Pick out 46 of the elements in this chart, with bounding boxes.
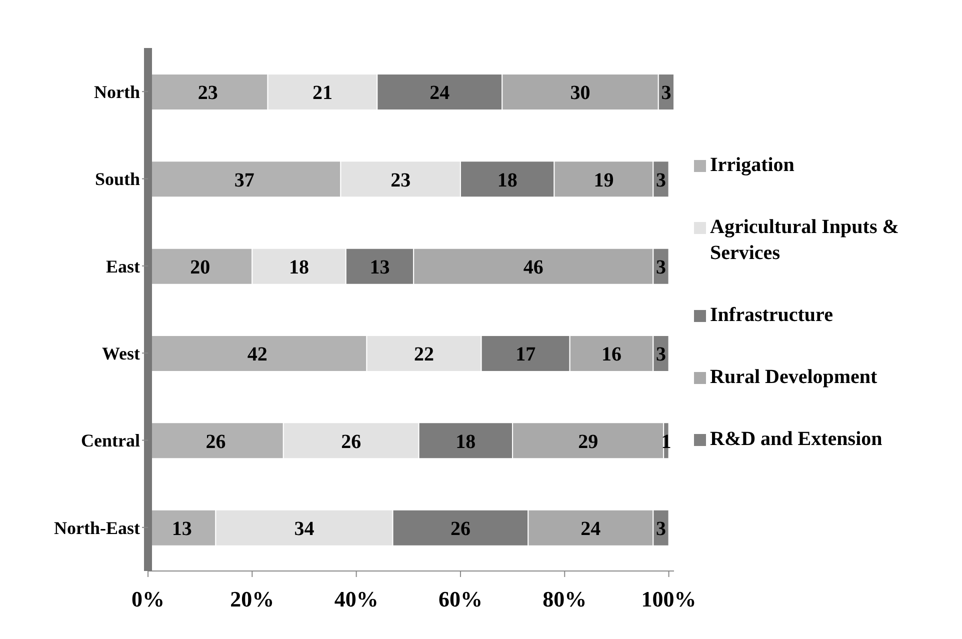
data-label: 23	[390, 169, 411, 192]
legend-label: R&D and Extension	[710, 426, 882, 452]
data-label: 13	[172, 518, 192, 540]
data-label: 37	[234, 169, 254, 192]
x-tick-label: 20%	[230, 586, 274, 612]
data-label: 3	[656, 169, 666, 192]
data-label: 19	[594, 169, 614, 192]
data-label: 26	[450, 518, 470, 540]
legend-label: Irrigation	[710, 152, 794, 178]
legend-label: Rural Development	[710, 364, 878, 390]
legend-label: Infrastructure	[710, 302, 833, 328]
data-label: 21	[312, 82, 332, 104]
data-label: 17	[516, 344, 536, 366]
y-tick-label: North-East	[54, 518, 140, 538]
data-label: 13	[370, 256, 390, 278]
x-tick-label: 100%	[641, 586, 696, 612]
data-label: 29	[578, 430, 598, 453]
data-label: 20	[190, 256, 210, 278]
data-label: 22	[414, 344, 434, 366]
data-label: 3	[656, 344, 666, 366]
data-label: 3	[661, 82, 672, 104]
data-label: 18	[456, 430, 476, 453]
y-tick-label: North	[94, 82, 140, 102]
legend-label: Agricultural Inputs & Services	[710, 214, 900, 266]
data-label: 46	[523, 256, 544, 278]
data-label: 18	[289, 256, 310, 278]
data-label: 26	[341, 430, 362, 453]
data-label: 24	[580, 518, 601, 540]
y-tick-label: South	[94, 169, 140, 190]
data-label: 34	[294, 518, 314, 540]
data-label: 3	[656, 518, 666, 540]
data-label: 24	[430, 82, 450, 104]
x-tick-label: 60%	[438, 586, 482, 612]
y-tick-label: East	[106, 256, 140, 276]
data-label: 3	[656, 256, 666, 278]
data-label: 16	[602, 344, 622, 366]
data-label: 26	[206, 430, 226, 453]
x-tick-label: 0%	[132, 586, 164, 612]
x-tick-label: 80%	[542, 586, 587, 612]
y-tick-label: Central	[81, 430, 140, 451]
x-tick-label: 40%	[334, 586, 378, 612]
data-label: 30	[570, 82, 590, 104]
data-label: 23	[198, 82, 218, 104]
data-label: 18	[497, 169, 518, 192]
data-label: 42	[247, 344, 268, 366]
y-tick-label: West	[102, 343, 140, 364]
